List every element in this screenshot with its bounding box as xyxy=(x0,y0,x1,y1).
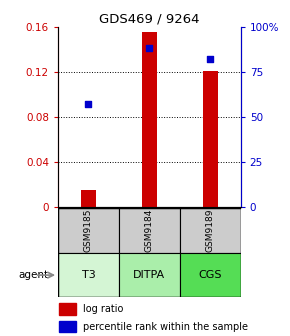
Text: GSM9185: GSM9185 xyxy=(84,209,93,252)
Text: log ratio: log ratio xyxy=(83,304,124,314)
Text: CGS: CGS xyxy=(198,270,222,280)
Bar xyxy=(81,190,96,207)
Text: T3: T3 xyxy=(81,270,95,280)
Bar xyxy=(119,208,180,253)
Text: percentile rank within the sample: percentile rank within the sample xyxy=(83,322,248,332)
Text: agent: agent xyxy=(19,270,49,280)
Point xyxy=(147,46,152,51)
Text: GSM9184: GSM9184 xyxy=(145,209,154,252)
Bar xyxy=(142,33,157,207)
Title: GDS469 / 9264: GDS469 / 9264 xyxy=(99,13,200,26)
Bar xyxy=(58,208,119,253)
Bar xyxy=(119,253,180,297)
Bar xyxy=(59,303,76,314)
Bar xyxy=(180,253,241,297)
Bar xyxy=(58,253,119,297)
Point xyxy=(86,101,91,107)
Text: DITPA: DITPA xyxy=(133,270,165,280)
Point xyxy=(208,56,213,62)
Bar xyxy=(203,71,218,207)
Bar xyxy=(59,321,76,332)
Bar xyxy=(180,208,241,253)
Text: GSM9189: GSM9189 xyxy=(206,209,215,252)
